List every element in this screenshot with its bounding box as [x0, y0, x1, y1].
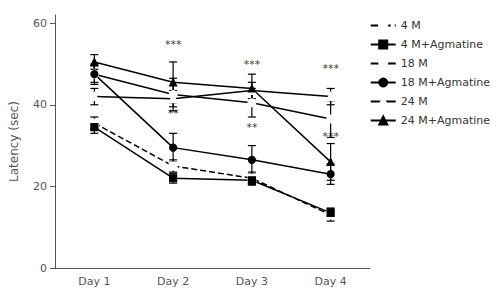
svg-text:***: *** [165, 38, 182, 51]
svg-text:60: 60 [33, 17, 47, 30]
svg-text:4 M: 4 M [401, 19, 421, 32]
svg-text:**: ** [246, 121, 258, 134]
svg-text:Day 1: Day 1 [78, 275, 110, 288]
svg-text:***: *** [322, 62, 339, 75]
svg-text:18 M+Agmatine: 18 M+Agmatine [401, 76, 491, 89]
svg-text:***: *** [322, 130, 339, 143]
svg-text:Day 4: Day 4 [315, 275, 347, 288]
svg-text:Day 3: Day 3 [236, 275, 268, 288]
svg-text:**: ** [168, 107, 180, 120]
svg-text:Day 2: Day 2 [157, 275, 189, 288]
svg-text:***: *** [244, 58, 261, 71]
svg-text:0: 0 [40, 262, 47, 275]
svg-text:40: 40 [33, 98, 47, 111]
svg-text:24 M: 24 M [401, 95, 428, 108]
svg-text:20: 20 [33, 180, 47, 193]
svg-text:Latency (sec): Latency (sec) [7, 101, 21, 182]
svg-text:24 M+Agmatine: 24 M+Agmatine [401, 114, 491, 127]
svg-text:18 M: 18 M [401, 57, 428, 70]
svg-text:4 M+Agmatine: 4 M+Agmatine [401, 38, 484, 51]
